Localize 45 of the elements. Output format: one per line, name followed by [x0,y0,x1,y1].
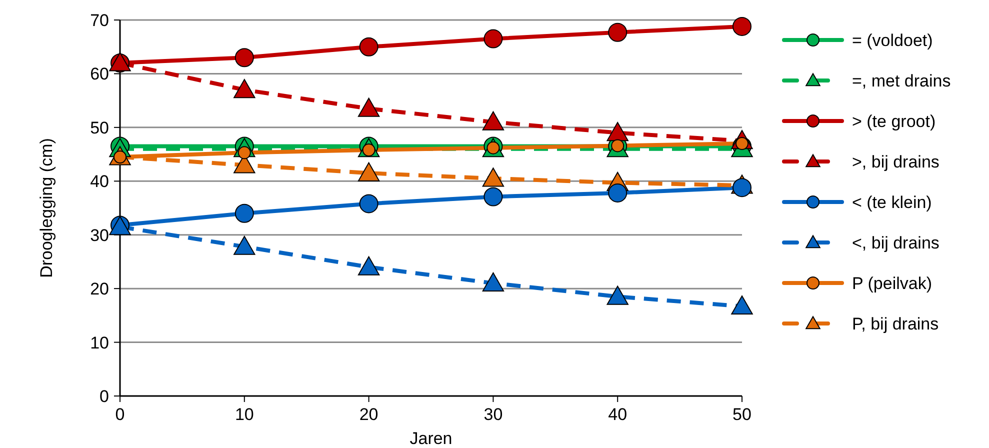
y-tick-label: 10 [90,333,109,352]
x-tick-label: 10 [234,405,254,424]
y-tick-label: 50 [90,118,109,138]
legend-label: =, met drains [852,72,951,90]
point [606,286,628,305]
x-tick-label: 0 [115,405,125,424]
legend-label: P, bij drains [852,314,939,334]
point [359,37,378,56]
x-tick-label: 50 [732,405,752,424]
point [359,194,378,214]
y-tick-label: 70 [90,11,109,30]
point [732,16,752,36]
point [608,183,628,202]
point [358,256,380,276]
point [234,48,254,68]
point [482,168,504,187]
legend-label: = (voldoet) [852,31,933,50]
point [608,22,628,42]
point [731,295,753,315]
legend-label: <, bij drains [852,234,940,252]
legend-label: >, bij drains [852,152,940,172]
point [482,111,504,130]
point [484,187,503,206]
y-tick-label: 20 [90,280,109,299]
point [358,98,380,117]
x-tick-label: 30 [484,405,503,424]
point [234,236,256,255]
point [234,204,254,223]
legend-label: > (te groot) [852,112,936,131]
x-tick-label: 20 [359,405,378,424]
point [484,29,503,48]
legend-label: < (te klein) [852,193,932,212]
y-tick-label: 40 [90,172,109,192]
y-tick-label: 60 [90,64,109,84]
y-tick-label: 30 [90,226,109,245]
x-axis-title: Jaren [410,429,452,448]
point [482,272,504,292]
x-tick-label: 40 [608,405,628,424]
y-tick-label: 0 [100,387,109,406]
point [234,78,256,98]
point [611,139,624,152]
legend-label: P (peilvak) [852,274,932,293]
point [606,122,628,142]
y-axis-title: Drooglegging (cm) [37,138,56,278]
point [358,162,380,182]
